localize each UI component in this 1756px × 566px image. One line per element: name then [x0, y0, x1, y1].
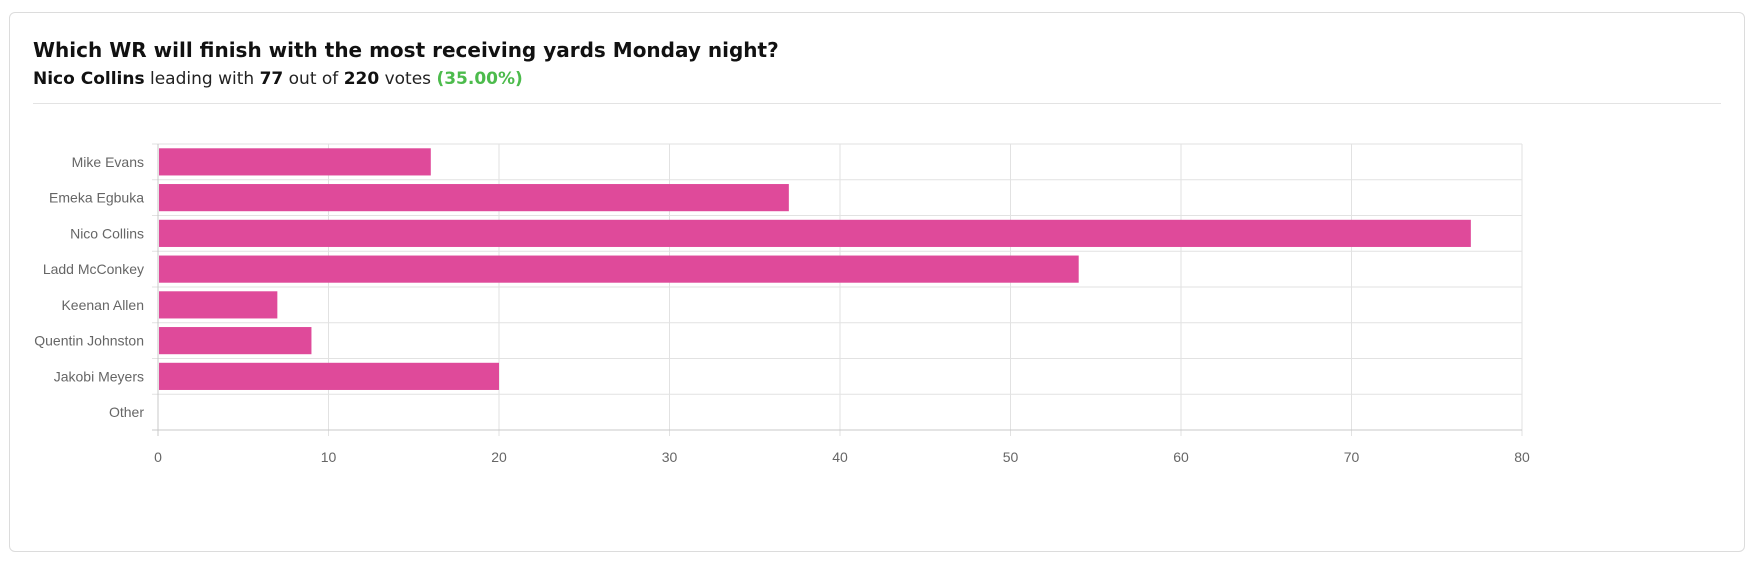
leader-percentage: (35.00%) [436, 69, 523, 89]
y-tick-label: Keenan Allen [61, 297, 144, 313]
bar-emeka-egbuka [159, 184, 789, 212]
leading-text: leading with [150, 69, 255, 89]
y-tick-label: Ladd McConkey [43, 261, 144, 277]
x-tick-label: 80 [1514, 449, 1530, 465]
y-tick-label: Nico Collins [70, 225, 144, 241]
poll-card: Which WR will finish with the most recei… [9, 12, 1745, 552]
bar-mike-evans [159, 148, 431, 176]
y-tick-label: Jakobi Meyers [54, 368, 144, 384]
out-of-text: out of [288, 69, 339, 89]
x-tick-label: 50 [1003, 449, 1019, 465]
leader-name: Nico Collins [33, 69, 145, 89]
leader-votes: 77 [259, 69, 284, 89]
x-tick-label: 0 [154, 449, 162, 465]
x-tick-label: 70 [1344, 449, 1360, 465]
total-votes: 220 [343, 69, 380, 89]
y-tick-label: Other [109, 404, 144, 420]
x-tick-label: 20 [491, 449, 507, 465]
poll-results-chart: Mike Evans Emeka Egbuka Nico Collins Ladd M… [10, 13, 1746, 553]
bar-keenan-allen [159, 291, 278, 319]
y-tick-label: Mike Evans [72, 154, 144, 170]
y-tick-label: Emeka Egbuka [49, 190, 144, 206]
bar-jakobi-meyers [159, 362, 499, 390]
poll-header: Which WR will finish with the most recei… [33, 37, 1721, 104]
x-tick-label: 30 [662, 449, 678, 465]
poll-summary: Nico Collins leading with 77 out of 220 … [33, 66, 1721, 92]
bar-quentin-johnston [159, 327, 312, 355]
x-tick-label: 10 [321, 449, 337, 465]
x-tick-label: 60 [1173, 449, 1189, 465]
poll-question: Which WR will finish with the most recei… [33, 38, 779, 62]
votes-text: votes [384, 69, 432, 89]
bar-ladd-mcconkey [159, 255, 1079, 283]
bar-nico-collins [159, 219, 1471, 247]
bar-chart-svg: Mike Evans Emeka Egbuka Nico Collins Ladd M… [34, 143, 1530, 465]
x-tick-label: 40 [832, 449, 848, 465]
y-tick-label: Quentin Johnston [34, 333, 144, 349]
